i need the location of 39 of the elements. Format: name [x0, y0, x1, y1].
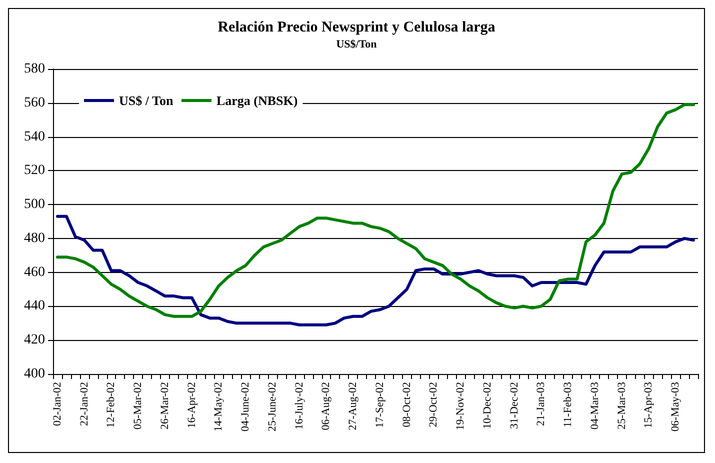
x-tick-label: 12-Feb-02: [105, 382, 118, 428]
x-tick-label: 19-Nov-02: [454, 382, 467, 430]
x-tick-label: 04-Mar-03: [588, 382, 601, 430]
y-tick-label: 580: [24, 62, 45, 76]
x-tick-label: 29-Oct-02: [428, 382, 440, 428]
x-tick-label: 26-Mar-02: [158, 382, 171, 430]
x-tick-label: 31-Dec-02: [508, 382, 520, 430]
x-tick-label: 08-Oct-02: [400, 382, 413, 428]
x-tick-label: 11-Feb-03: [562, 382, 574, 428]
y-tick-label: 520: [24, 163, 45, 178]
x-tick-label: 04-June-02: [240, 382, 252, 432]
y-tick-label: 420: [24, 332, 45, 348]
x-tick-label: 25-June-02: [266, 382, 278, 432]
x-tick-label: 21-Jan-03: [535, 382, 548, 426]
legend-label: US$ / Ton: [119, 93, 174, 108]
y-tick-label: 440: [24, 298, 45, 314]
x-tick-label: 06-Aug-02: [320, 382, 332, 430]
y-tick-label: 560: [24, 95, 45, 110]
y-tick-label: 500: [24, 197, 45, 212]
x-tick-label: 16-Apr-02: [186, 382, 198, 428]
legend-label: Larga (NBSK): [216, 93, 298, 108]
x-tick-label: 27-Aug-02: [347, 382, 360, 430]
x-tick-label: 05-Mar-02: [132, 382, 144, 430]
x-tick-label: 10-Dec-02: [481, 382, 494, 430]
y-tick-label: 460: [24, 264, 45, 280]
chart-title: Relación Precio Newsprint y Celulosa larga: [218, 20, 496, 36]
x-tick-label: 06-May-03: [670, 382, 682, 432]
x-tick-label: 14-May-02: [212, 382, 225, 432]
y-tick-label: 540: [24, 129, 45, 144]
chart-subtitle: US$/Ton: [336, 38, 377, 50]
x-tick-label: 17-Sep-02: [374, 382, 386, 428]
x-tick-label: 22-Jan-02: [78, 382, 90, 426]
y-tick-label: 400: [24, 366, 45, 382]
y-tick-label: 480: [24, 230, 45, 246]
x-tick-label: 16-July-02: [293, 382, 306, 430]
x-tick-label: 02-Jan-02: [51, 382, 64, 426]
x-tick-label: 15-Apr-03: [642, 382, 655, 428]
line-series: [56, 214, 696, 326]
x-tick-label: 25-Mar-03: [616, 382, 628, 430]
